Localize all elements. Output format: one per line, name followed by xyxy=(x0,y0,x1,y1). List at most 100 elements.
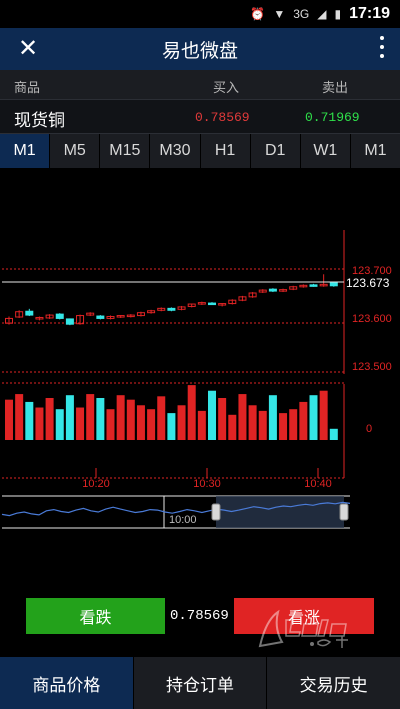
candle-body xyxy=(136,312,145,317)
volume-bar xyxy=(5,399,13,440)
volume-bar xyxy=(268,395,277,440)
volume-bar xyxy=(177,405,186,440)
volume-bar xyxy=(45,398,54,440)
candle-body xyxy=(208,302,216,306)
volume-bar xyxy=(147,409,156,440)
quote-row[interactable]: 现货铜 0.78569 0.71969 xyxy=(0,100,400,134)
volume-bar xyxy=(65,395,74,440)
buy-up-button[interactable]: 看涨 xyxy=(234,598,374,634)
bottom-nav-item[interactable]: 持仓订单 xyxy=(134,657,268,709)
candle-body xyxy=(279,289,288,292)
volume-bar xyxy=(55,409,64,440)
candle-body xyxy=(228,299,237,305)
sell-price: 0.71969 xyxy=(305,110,360,125)
close-icon[interactable]: ✕ xyxy=(18,34,39,62)
timeframe-tab[interactable]: M5 xyxy=(50,134,101,168)
battery-icon: ▮ xyxy=(334,7,342,21)
timeframe-tab[interactable]: M1 xyxy=(0,134,51,168)
status-time: 17:19 xyxy=(349,5,390,22)
navigator-handle[interactable] xyxy=(339,503,349,521)
bottom-nav-item[interactable]: 商品价格 xyxy=(0,657,134,709)
sell-down-button[interactable]: 看跌 xyxy=(26,598,165,634)
price-tick-label: 123.700 xyxy=(352,265,392,277)
volume-bar xyxy=(116,395,125,440)
candle-body xyxy=(5,317,13,324)
volume-bar xyxy=(299,401,308,440)
navigator-handle[interactable] xyxy=(211,503,221,521)
volume-bar xyxy=(25,401,34,440)
navigator-line xyxy=(1,501,351,517)
timeframe-tab[interactable]: H1 xyxy=(201,134,251,168)
candle-body xyxy=(86,312,95,316)
candle-body xyxy=(289,286,298,290)
signal-icon: ◢ xyxy=(317,7,327,21)
timeframe-tab[interactable]: M15 xyxy=(100,134,151,168)
timeframe-tab[interactable]: M1 xyxy=(364,142,387,159)
network-type: 3G xyxy=(293,7,310,21)
timeframe-tab[interactable]: M30 xyxy=(150,134,201,168)
candle-body xyxy=(126,314,135,318)
volume-bar xyxy=(15,394,24,440)
timeframe-tab[interactable]: W1 xyxy=(301,134,351,168)
volume-bar xyxy=(167,413,176,440)
bottom-navigation: 商品价格 持仓订单 交易历史 xyxy=(0,657,400,709)
header-buy: 买入 xyxy=(213,81,240,96)
candle-body xyxy=(116,315,125,318)
volume-bar xyxy=(136,405,145,440)
candle-body xyxy=(248,292,257,298)
candle-body xyxy=(218,303,227,306)
volume-bar xyxy=(309,395,318,440)
timeframe-tabs: M1 M5 M15 M30 H1 D1 W1 M1 xyxy=(0,134,400,168)
more-options-icon[interactable] xyxy=(380,36,386,58)
volume-bar xyxy=(35,407,44,440)
candle-body xyxy=(96,315,105,319)
alarm-icon: ⏰ xyxy=(250,7,266,21)
candle-body xyxy=(15,311,24,318)
candle-body xyxy=(167,307,176,311)
candle-body xyxy=(157,307,166,311)
page-title: 易也微盘 xyxy=(161,39,238,62)
volume-bar xyxy=(248,405,257,440)
candle-body xyxy=(25,310,34,316)
timeframe-tab[interactable]: D1 xyxy=(251,134,301,168)
candle-body xyxy=(258,289,267,293)
current-price: 0.78569 xyxy=(170,608,229,624)
volume-axis-label: 0 xyxy=(366,423,372,435)
current-price-label: 123.673 xyxy=(346,276,390,290)
candle-body xyxy=(35,316,44,320)
candle-body xyxy=(299,284,308,288)
price-chart[interactable]: 123.700 123.600 123.500 123.673 0 10:20 10:30 1… xyxy=(0,168,400,540)
time-label: 10:20 xyxy=(82,478,110,490)
candle-body xyxy=(76,315,85,325)
time-label: 10:40 xyxy=(304,478,332,490)
product-name: 现货铜 xyxy=(14,111,65,131)
price-tick-label: 123.600 xyxy=(352,313,392,325)
volume-bar xyxy=(106,409,115,440)
volume-bar xyxy=(218,398,227,440)
volume-bar xyxy=(289,409,298,440)
wifi-icon: ▼ xyxy=(273,7,286,21)
candle-body xyxy=(106,316,115,319)
volume-bar xyxy=(86,394,95,440)
candle-body xyxy=(55,313,64,319)
candle-body xyxy=(187,303,196,307)
candle-body xyxy=(238,296,247,301)
time-label: 10:30 xyxy=(193,478,221,490)
candle-body xyxy=(309,284,318,287)
candle-body xyxy=(65,318,74,325)
volume-bar xyxy=(329,428,338,440)
status-bar: ⏰ ▼ 3G ◢ ▮ 17:19 xyxy=(0,0,400,28)
volume-bar xyxy=(187,385,196,440)
header-product: 商品 xyxy=(14,81,41,96)
volume-bar xyxy=(319,390,328,440)
navigator-window xyxy=(216,496,344,528)
navigator-time-label: 10:00 xyxy=(169,514,197,526)
volume-bar xyxy=(197,410,206,440)
buy-price: 0.78569 xyxy=(195,110,250,125)
candle-body xyxy=(147,310,156,314)
candle-body xyxy=(177,306,186,310)
candle-body xyxy=(319,283,328,287)
price-tick-label: 123.500 xyxy=(352,361,392,373)
header-sell: 卖出 xyxy=(322,81,349,96)
bottom-nav-item[interactable]: 交易历史 xyxy=(299,675,368,696)
